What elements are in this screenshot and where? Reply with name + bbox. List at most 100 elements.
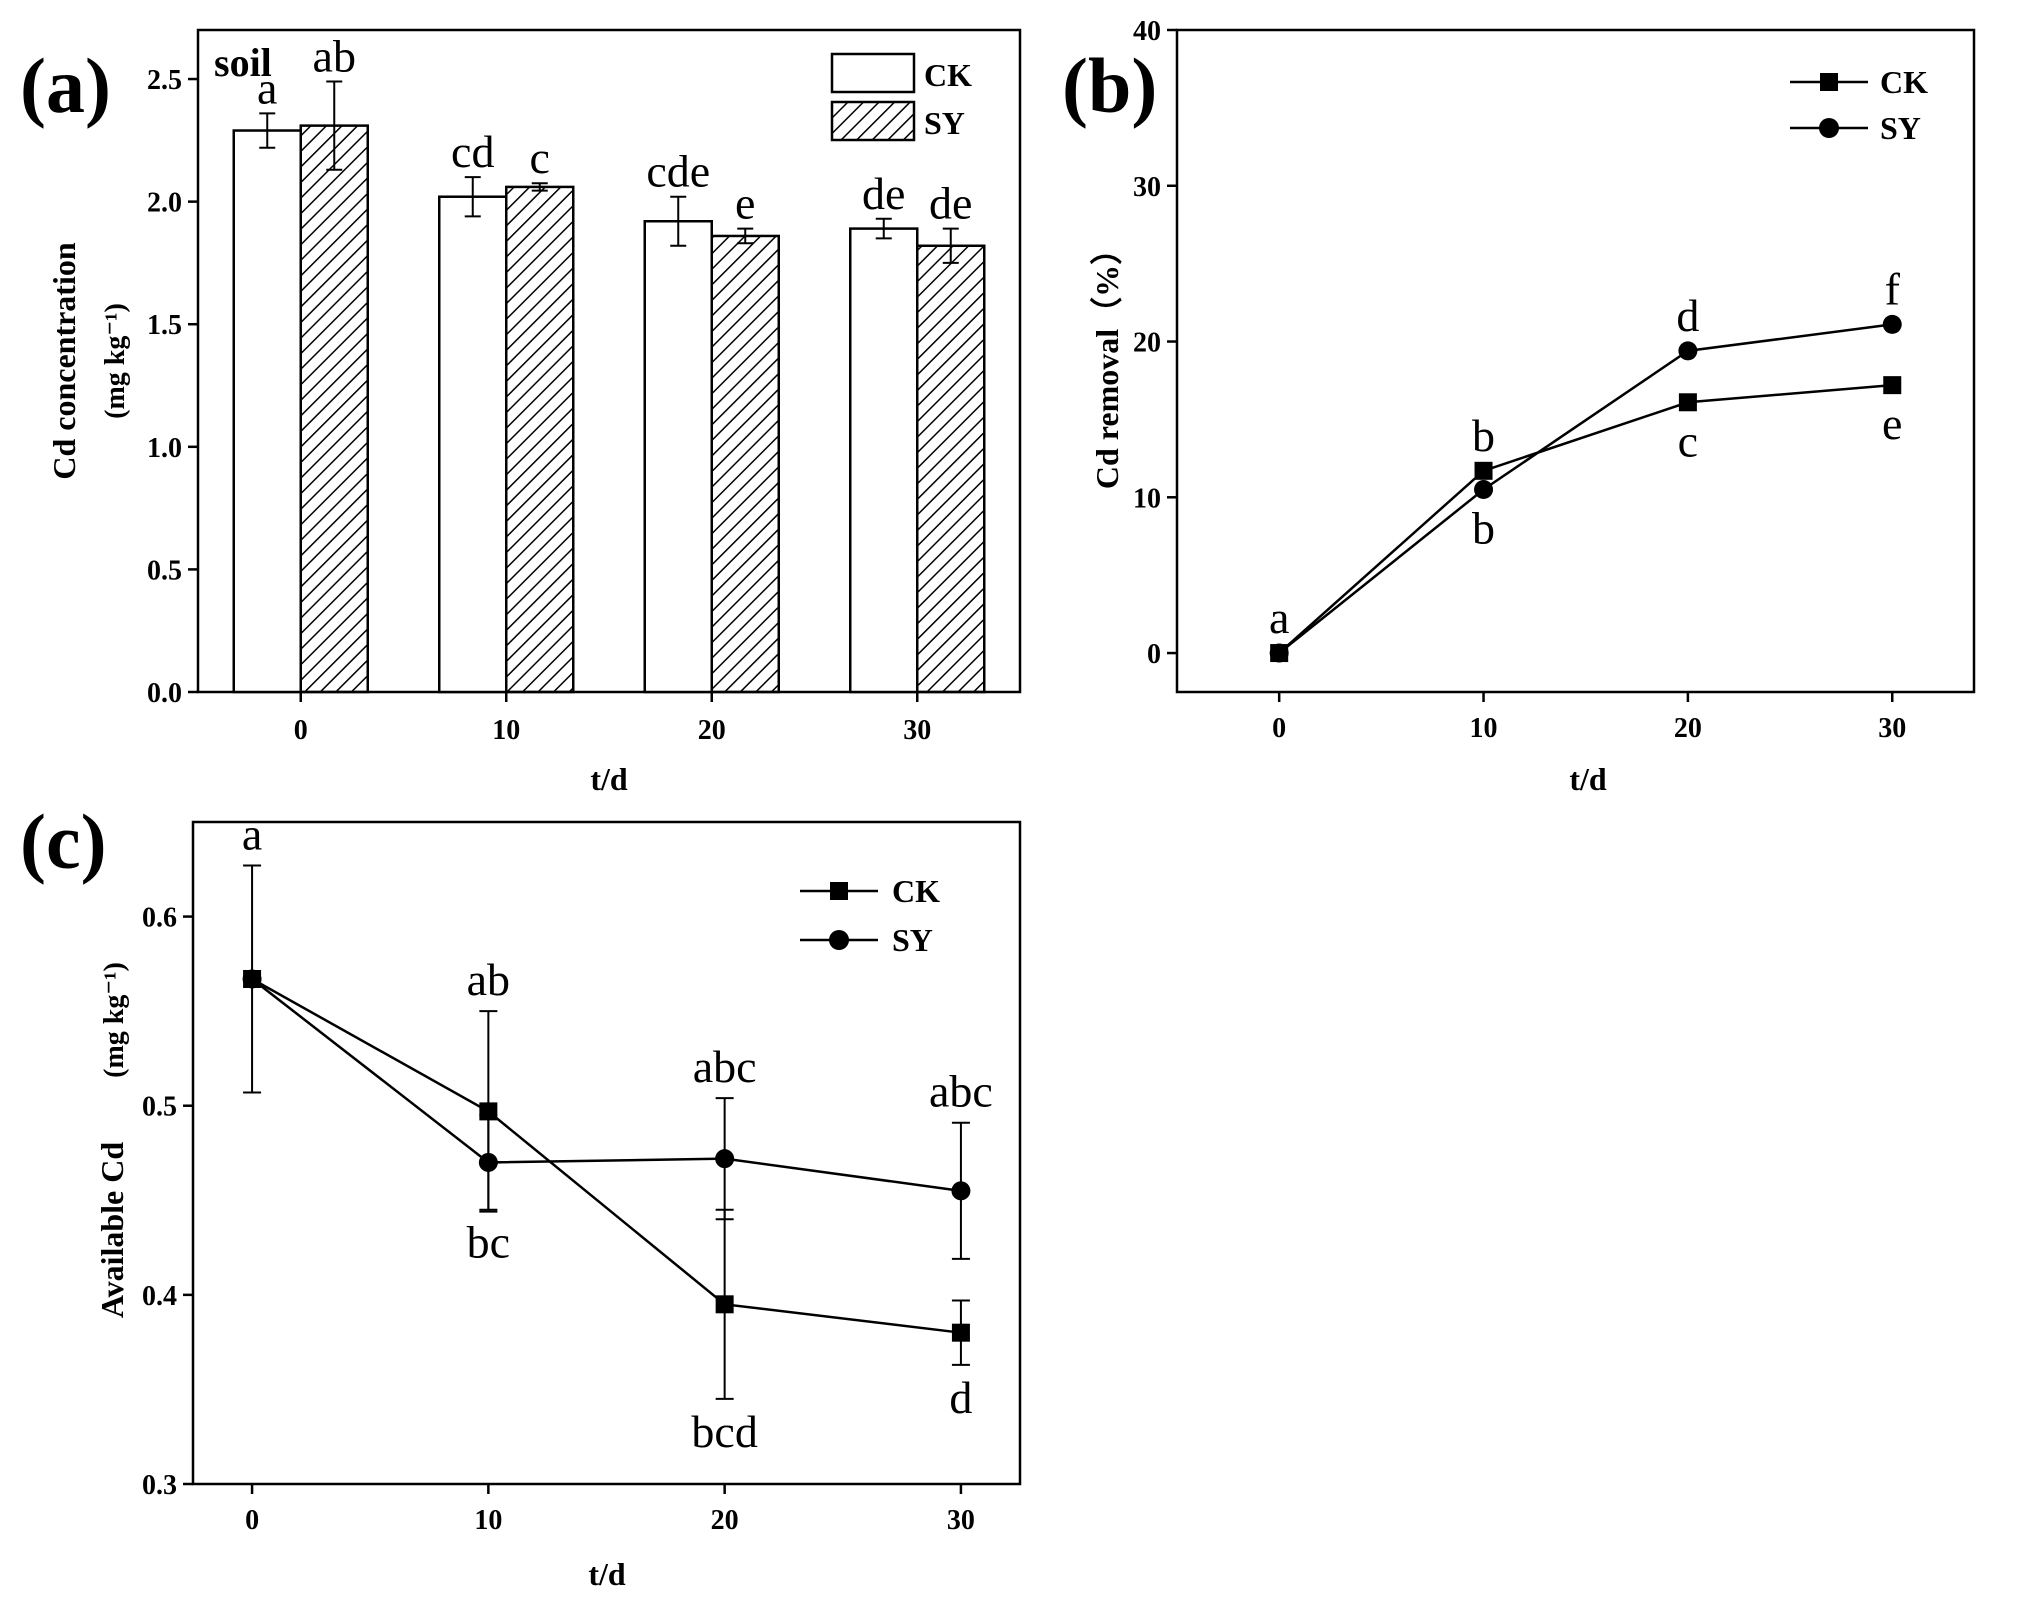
significance-letter: ab <box>313 30 356 81</box>
bar-ck <box>849 227 919 694</box>
data-point-sy <box>715 1149 735 1169</box>
panel-a-y-unit: (mg kg⁻¹) <box>100 303 131 419</box>
significance-letter: cd <box>451 126 494 177</box>
bar-ck <box>438 195 508 694</box>
legend-swatch-ck <box>830 52 916 94</box>
x-tick-label: 0 <box>245 1505 259 1536</box>
panel-a-frame <box>196 28 1022 694</box>
x-tick-label: 30 <box>903 715 931 746</box>
data-point-sy <box>1882 314 1902 334</box>
series-line-ck <box>251 977 962 1334</box>
legend-label-ck: CK <box>1880 64 1928 100</box>
bar-sy <box>916 244 986 694</box>
panel-c-y-unit: (mg kg⁻¹) <box>99 962 130 1078</box>
y-tick-label: 1.0 <box>147 433 182 464</box>
y-tick-label: 0.0 <box>147 678 182 709</box>
panel-b-series: a b c e b d f <box>1269 263 1902 663</box>
series-line-sy <box>1278 323 1893 655</box>
significance-letter: ab <box>467 954 510 1005</box>
panel-b: (b) 0 10 20 30 40 0 10 20 30 a b c e b d f t/d Cd remo… <box>1062 16 1976 797</box>
legend-label-sy: SY <box>924 105 965 141</box>
y-tick-label: 10 <box>1133 483 1161 514</box>
panel-a-letter: (a) <box>20 42 111 129</box>
data-point-sy <box>951 1181 971 1201</box>
data-point-sy <box>1269 643 1289 663</box>
data-point-sy <box>1474 480 1494 500</box>
significance-letter: e <box>1882 398 1902 449</box>
y-tick-label: 0.3 <box>142 1470 177 1501</box>
x-tick-label: 30 <box>947 1505 975 1536</box>
significance-letter: cde <box>646 146 710 197</box>
significance-letter: b <box>1472 410 1495 461</box>
significance-letter: d <box>1676 290 1699 341</box>
significance-letter: c <box>530 132 550 183</box>
panel-c-y-label: Available Cd <box>94 1142 130 1319</box>
legend-marker-sy <box>1819 118 1839 138</box>
panel-b-axes: 0 10 20 30 40 0 10 20 30 <box>1133 16 1906 744</box>
data-point-sy <box>242 969 262 989</box>
panel-c-letter: (c) <box>20 798 107 885</box>
x-tick-label: 20 <box>1674 713 1702 744</box>
panel-a-x-axis: 0 10 20 30 <box>294 692 931 746</box>
bar-ck <box>643 219 713 694</box>
significance-letter: c <box>1678 415 1698 466</box>
data-point-ck <box>1678 393 1697 412</box>
significance-letter: e <box>735 178 755 229</box>
x-tick-label: 20 <box>711 1505 739 1536</box>
x-tick-label: 20 <box>698 715 726 746</box>
significance-letter: bc <box>467 1217 510 1268</box>
bar-sy <box>505 185 575 694</box>
panel-b-letter: (b) <box>1062 42 1157 129</box>
x-tick-label: 0 <box>1272 713 1286 744</box>
significance-letter: a <box>1269 592 1289 643</box>
panel-c-axes: 0.3 0.4 0.5 0.6 0 10 20 30 <box>142 903 975 1536</box>
data-point-sy <box>1678 341 1698 361</box>
data-point-sy <box>478 1152 498 1172</box>
significance-letter: bcd <box>691 1406 757 1457</box>
series-line-ck <box>1278 383 1893 654</box>
panel-a-y-axis: 0.0 0.5 1.0 1.5 2.0 2.5 <box>147 65 198 709</box>
x-tick-label: 0 <box>294 715 308 746</box>
y-tick-label: 30 <box>1133 172 1161 203</box>
series-line-sy <box>251 978 962 1193</box>
bar-sy <box>710 234 780 694</box>
legend-swatch-sy <box>830 100 916 142</box>
data-point-ck <box>951 1323 970 1342</box>
significance-letter: de <box>862 168 905 219</box>
panel-b-y-label: Cd removal（%） <box>1089 233 1125 489</box>
y-tick-label: 0.5 <box>147 555 182 586</box>
significance-letter: a <box>257 62 277 113</box>
legend-label-sy: SY <box>1880 110 1921 146</box>
legend-label-ck: CK <box>924 57 972 93</box>
data-point-ck <box>1474 461 1493 480</box>
y-tick-label: 2.5 <box>147 65 182 96</box>
legend-label-sy: SY <box>892 922 933 958</box>
legend-marker-ck <box>830 882 848 900</box>
panel-b-frame <box>1175 28 1976 694</box>
panel-a-legend: CK SY <box>830 52 972 142</box>
x-tick-label: 10 <box>1470 713 1498 744</box>
legend-marker-sy <box>829 930 849 950</box>
panel-c-x-label: t/d <box>588 1556 626 1592</box>
y-tick-label: 2.0 <box>147 188 182 219</box>
panel-c-legend: CK SY <box>800 873 940 958</box>
y-tick-label: 0.6 <box>142 903 177 934</box>
panel-a-inset-label: soil <box>214 40 272 85</box>
x-tick-label: 10 <box>492 715 520 746</box>
y-tick-label: 20 <box>1133 328 1161 359</box>
panel-b-x-label: t/d <box>1569 761 1607 797</box>
panel-c-series: a ab bcd d bc abc abc <box>242 809 993 1457</box>
significance-letter: de <box>929 178 972 229</box>
data-point-ck <box>715 1295 734 1314</box>
significance-letter: a <box>242 809 262 860</box>
data-point-ck <box>1883 376 1902 395</box>
significance-letter: b <box>1472 503 1495 554</box>
panel-a-x-label: t/d <box>590 761 628 797</box>
significance-letter: abc <box>929 1066 993 1117</box>
bar-sy <box>299 124 369 694</box>
y-tick-label: 40 <box>1133 16 1161 47</box>
x-tick-label: 30 <box>1878 713 1906 744</box>
